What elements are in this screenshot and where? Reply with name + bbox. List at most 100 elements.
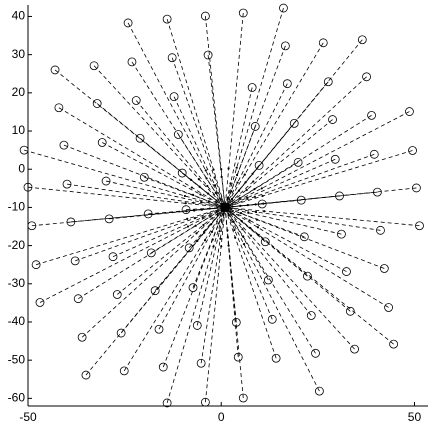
connector-line bbox=[58, 107, 226, 208]
dot bbox=[220, 175, 223, 178]
dot bbox=[241, 228, 244, 231]
circle-marker bbox=[412, 183, 421, 193]
connector-line bbox=[123, 207, 226, 372]
connector-line bbox=[225, 207, 381, 231]
dot bbox=[214, 191, 217, 194]
dot bbox=[237, 189, 241, 192]
connector-line bbox=[224, 207, 355, 350]
circle-marker bbox=[101, 176, 111, 186]
connector-line bbox=[81, 207, 226, 338]
dot bbox=[186, 225, 190, 228]
dot bbox=[189, 178, 193, 182]
dot bbox=[206, 184, 209, 188]
connector-line bbox=[224, 207, 320, 392]
circle-marker bbox=[279, 3, 288, 13]
y-tick-label: -20 bbox=[8, 238, 26, 252]
circle-marker bbox=[335, 191, 344, 201]
circle-marker bbox=[196, 358, 206, 368]
x-tick-label: 50 bbox=[408, 410, 422, 424]
connector-line bbox=[105, 180, 226, 208]
dot bbox=[256, 226, 260, 229]
y-tick-label: 30 bbox=[12, 47, 26, 61]
circle-marker bbox=[306, 311, 316, 320]
circle-marker bbox=[154, 324, 164, 334]
dot bbox=[240, 220, 243, 223]
circle-marker bbox=[263, 275, 273, 285]
circle-marker bbox=[315, 386, 324, 396]
circle-marker bbox=[357, 35, 367, 45]
circle-marker bbox=[328, 115, 337, 124]
dot bbox=[212, 245, 215, 248]
circle-marker bbox=[238, 8, 248, 18]
dot bbox=[263, 210, 266, 213]
circle-marker bbox=[389, 339, 399, 349]
circle-marker bbox=[257, 199, 267, 209]
connector-line bbox=[102, 142, 226, 208]
connector-line bbox=[224, 165, 260, 208]
dot bbox=[262, 202, 265, 205]
circle-marker bbox=[369, 149, 379, 159]
connector-line bbox=[166, 19, 226, 208]
circle-marker bbox=[415, 221, 424, 231]
connector-line bbox=[207, 54, 226, 208]
circle-marker bbox=[289, 118, 299, 128]
dot bbox=[185, 210, 188, 213]
circle-marker bbox=[362, 72, 371, 82]
dot bbox=[207, 200, 210, 203]
connector-line bbox=[224, 207, 273, 320]
dot bbox=[234, 236, 237, 239]
circle-marker bbox=[116, 328, 126, 338]
circle-marker bbox=[50, 65, 60, 75]
circle-marker bbox=[330, 154, 340, 164]
connector-line bbox=[112, 207, 226, 258]
dot bbox=[184, 202, 187, 205]
circle-marker bbox=[143, 209, 153, 219]
circle-marker bbox=[66, 217, 76, 227]
connector-line bbox=[224, 83, 288, 208]
circle-marker bbox=[350, 344, 359, 354]
circle-marker bbox=[173, 130, 183, 139]
dot bbox=[253, 195, 256, 198]
dot bbox=[257, 233, 260, 237]
connector-line bbox=[181, 172, 226, 208]
circle-marker bbox=[167, 53, 177, 63]
connector-line bbox=[75, 207, 226, 262]
circle-marker bbox=[405, 107, 414, 116]
y-tick-label: 10 bbox=[12, 123, 26, 137]
circle-marker bbox=[92, 99, 102, 108]
dot bbox=[191, 193, 195, 196]
y-tick-label: 0 bbox=[18, 161, 25, 175]
connector-line bbox=[224, 42, 324, 208]
connector-line bbox=[224, 158, 336, 208]
connector-line bbox=[224, 162, 299, 208]
connector-line bbox=[85, 207, 226, 376]
dot bbox=[238, 197, 241, 200]
circle-marker bbox=[238, 393, 248, 403]
connector-line bbox=[224, 207, 312, 316]
dot bbox=[219, 237, 222, 240]
circle-marker bbox=[177, 168, 187, 178]
circle-marker bbox=[250, 122, 260, 131]
circle-marker bbox=[247, 83, 257, 92]
connector-line bbox=[158, 207, 226, 330]
center-marker bbox=[220, 202, 230, 212]
circle-marker bbox=[254, 160, 264, 170]
dot bbox=[253, 187, 256, 191]
circle-marker bbox=[77, 332, 87, 342]
connector-line bbox=[224, 207, 244, 399]
circle-marker bbox=[342, 267, 351, 276]
dot bbox=[217, 222, 220, 225]
connector-line bbox=[225, 207, 342, 235]
dot bbox=[186, 217, 189, 220]
connector-line bbox=[66, 183, 226, 208]
circle-marker bbox=[54, 103, 64, 113]
y-tick-label: -30 bbox=[8, 276, 26, 290]
circle-marker bbox=[367, 110, 376, 120]
circle-marker bbox=[59, 140, 69, 150]
dot bbox=[201, 216, 204, 219]
connector-line bbox=[24, 149, 226, 208]
dot bbox=[230, 197, 234, 201]
connector-line bbox=[35, 207, 226, 266]
connector-line bbox=[224, 111, 410, 208]
dot bbox=[196, 239, 199, 243]
